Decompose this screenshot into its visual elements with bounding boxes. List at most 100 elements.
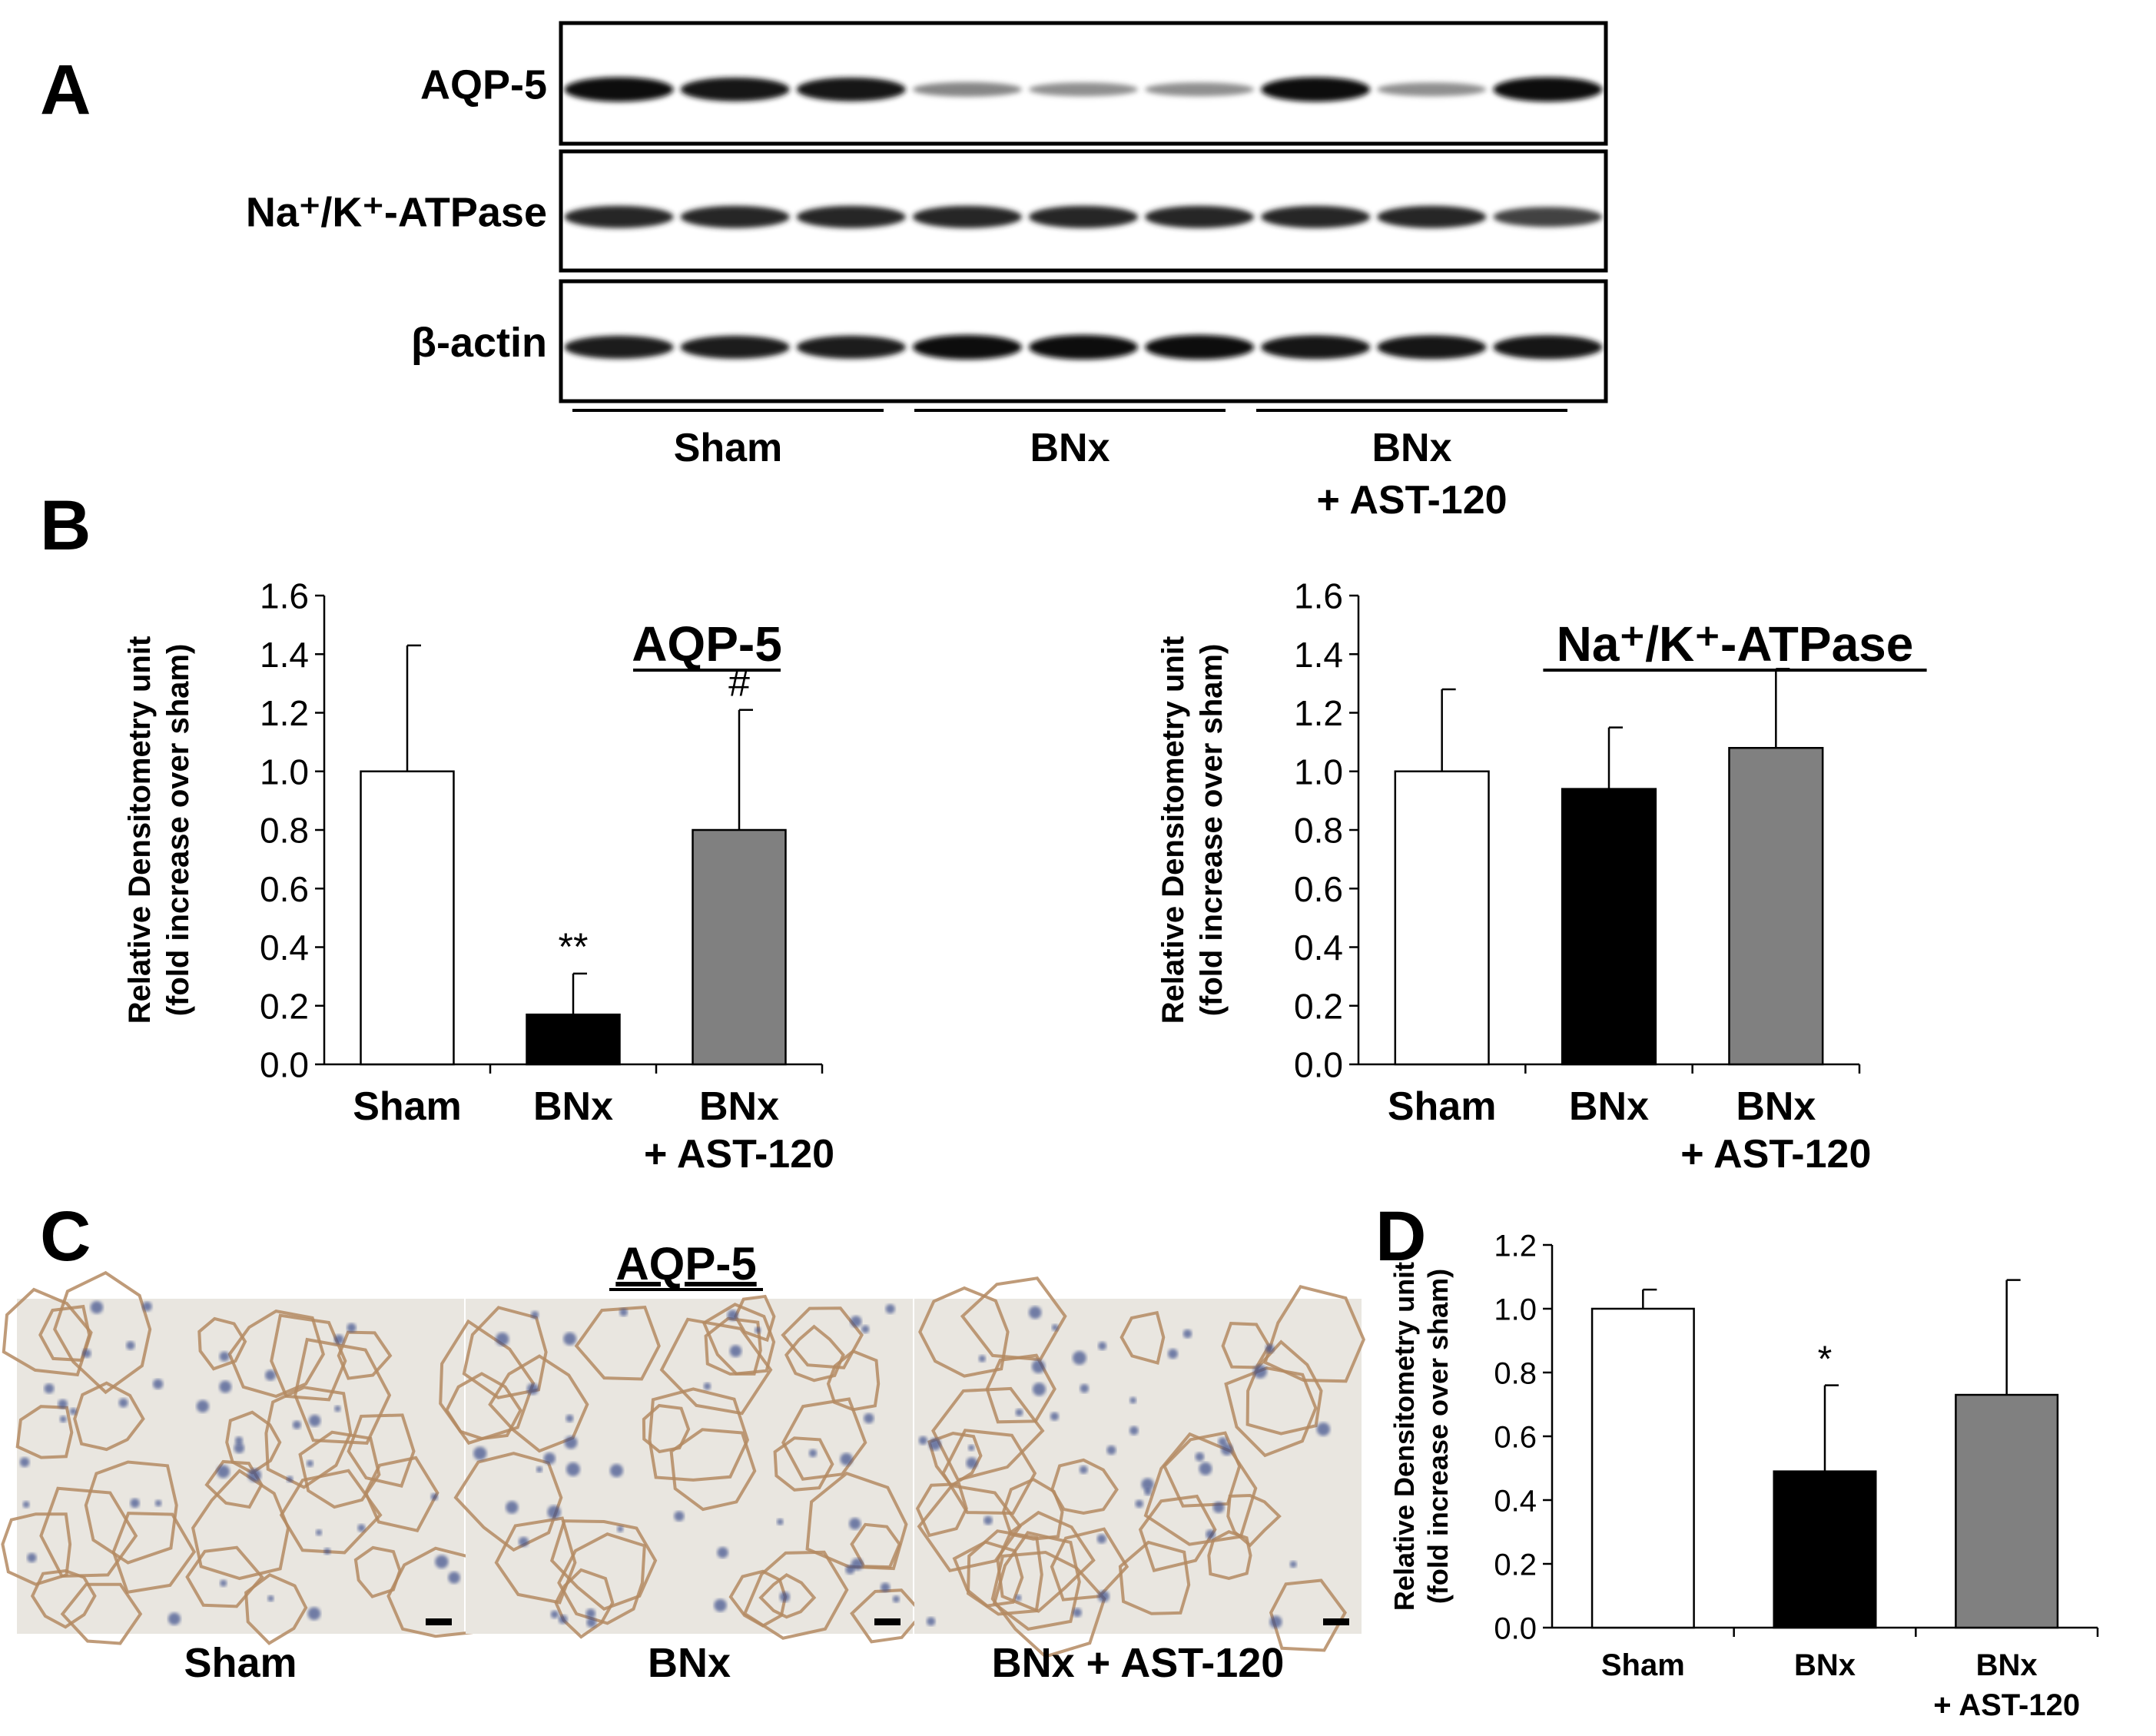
nucleus	[1029, 1306, 1042, 1319]
alveolar-wall	[1001, 1477, 1064, 1541]
nucleus	[22, 1501, 30, 1509]
nucleus	[430, 1493, 438, 1501]
nucleus	[1079, 1465, 1088, 1474]
blot-band	[1377, 82, 1487, 97]
nucleus	[892, 1595, 900, 1603]
nucleus	[1015, 1595, 1022, 1602]
nucleus	[543, 1452, 556, 1465]
alveolar-wall	[659, 1317, 773, 1416]
alveolar-wall	[270, 1313, 347, 1402]
nucleus	[619, 1308, 628, 1316]
blot-band	[796, 77, 906, 101]
nucleus	[1141, 1478, 1154, 1491]
y-tick-label: 0.0	[1494, 1612, 1537, 1645]
alveolar-wall	[915, 1482, 968, 1538]
nucleus	[1031, 1359, 1046, 1373]
nucleus	[1195, 1452, 1205, 1462]
y-tick-label: 1.0	[260, 752, 309, 792]
blot-band	[680, 205, 790, 228]
nucleus	[435, 1555, 449, 1568]
nucleus	[1221, 1443, 1233, 1456]
blot-band	[912, 205, 1022, 228]
nucleus	[1144, 1488, 1152, 1495]
nucleus	[267, 1595, 274, 1602]
y-tick-label: 0.6	[1494, 1420, 1537, 1454]
alveolar-wall	[1269, 1578, 1347, 1652]
blot-band	[1377, 335, 1487, 360]
nucleus	[1218, 1437, 1228, 1446]
alveolar-wall	[191, 1469, 290, 1581]
y-axis-label: Relative Densitometry unit	[1156, 636, 1190, 1024]
chart-title: AQP-5	[632, 616, 782, 672]
y-tick-label: 1.4	[1294, 635, 1343, 675]
alveolar-wall	[742, 1550, 849, 1640]
alveolar-wall	[781, 1306, 864, 1369]
nucleus	[566, 1462, 580, 1476]
alveolar-wall	[386, 1546, 491, 1638]
category-label: BNx	[1794, 1648, 1856, 1682]
y-axis-label: (fold increase over sham)	[161, 644, 195, 1017]
western-blot: AQP-5 Na⁺/K⁺-ATPase β-actin Sham BNx BNx + AST…	[246, 21, 1608, 523]
significance-marker: **	[559, 925, 589, 968]
nucleus	[217, 1465, 231, 1479]
y-tick-label: 0.4	[1494, 1484, 1537, 1518]
alveolar-wall	[1226, 1493, 1282, 1548]
alveolar-wall	[53, 1270, 152, 1395]
histology-caption: Sham	[184, 1640, 297, 1686]
nucleus	[234, 1436, 244, 1445]
y-tick-label: 0.2	[1494, 1548, 1537, 1582]
nucleus	[966, 1457, 978, 1469]
nucleus	[1080, 1384, 1090, 1393]
nucleus	[566, 1414, 574, 1422]
nucleus	[1135, 1499, 1143, 1509]
alveolar-wall	[347, 1413, 416, 1488]
alveolar-wall	[2, 1287, 93, 1377]
blot-band	[796, 205, 906, 228]
nucleus	[357, 1524, 366, 1532]
alveolar-wall	[781, 1397, 867, 1481]
y-tick-label: 1.6	[260, 576, 309, 616]
alveolar-wall	[264, 1386, 353, 1489]
y-tick-label: 0.6	[260, 869, 309, 909]
nucleus	[196, 1399, 209, 1413]
nucleus	[234, 1442, 245, 1454]
y-tick-label: 0.8	[1494, 1356, 1537, 1390]
y-tick-label: 1.2	[260, 693, 309, 733]
bar	[1728, 747, 1824, 1066]
y-axis-label: Relative Densitometry unit	[1388, 1262, 1420, 1611]
y-tick-label: 0.6	[1294, 869, 1343, 909]
chart-title: Na⁺/K⁺-ATPase	[1557, 616, 1914, 672]
y-axis-label: (fold increase over sham)	[1422, 1269, 1454, 1604]
alveolar-wall	[337, 1330, 393, 1380]
alveolar-wall	[728, 1569, 788, 1628]
nucleus	[1072, 1351, 1086, 1365]
alveolar-wall	[60, 1582, 143, 1645]
y-tick-label: 0.2	[1294, 986, 1343, 1026]
alveolar-wall	[1138, 1494, 1217, 1572]
y-tick-label: 0.0	[260, 1045, 309, 1085]
histology-image	[466, 1299, 913, 1634]
bar	[1955, 1393, 2059, 1629]
blot-protein-label: Na⁺/K⁺-ATPase	[246, 190, 547, 236]
nucleus	[1212, 1502, 1225, 1513]
y-tick-label: 0.8	[260, 811, 309, 851]
nucleus	[779, 1592, 791, 1602]
nucleus	[19, 1457, 30, 1467]
blot-band	[1261, 77, 1371, 102]
y-axis-label: Relative Densitometry unit	[123, 636, 157, 1024]
alveolar-wall	[204, 1459, 264, 1509]
nucleus	[1106, 1445, 1116, 1455]
alveolar-wall	[704, 1316, 762, 1376]
alveolar-wall	[494, 1516, 577, 1605]
histology-panels: Sham BNx BNx + AST-120	[1, 1270, 1365, 1686]
nucleus	[90, 1301, 104, 1314]
scale-bar	[426, 1618, 452, 1625]
nucleus	[727, 1309, 738, 1321]
nucleus	[968, 1444, 975, 1452]
blot-band	[1028, 334, 1139, 360]
nucleus	[308, 1414, 321, 1427]
alveolar-wall	[1263, 1285, 1365, 1383]
alveolar-wall	[941, 1429, 1037, 1515]
blot-band	[1145, 205, 1255, 228]
